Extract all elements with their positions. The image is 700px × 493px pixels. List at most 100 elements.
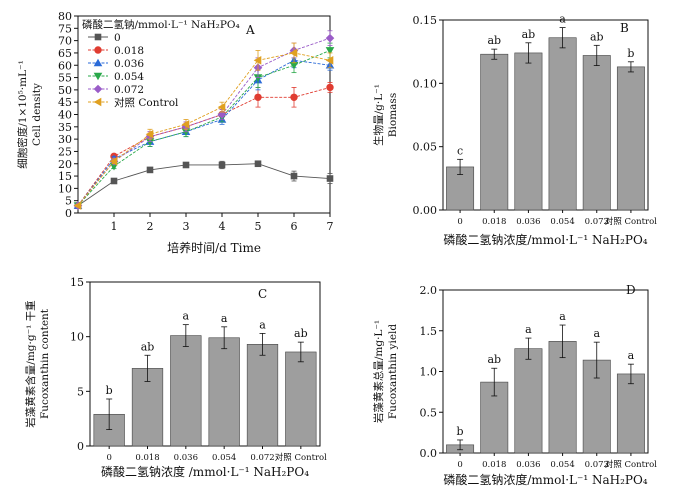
marker-square xyxy=(146,166,154,174)
y-tick-label-a: 65 xyxy=(58,47,72,60)
significance-label: b xyxy=(457,425,464,438)
x-tick-label: 0.036 xyxy=(516,460,540,470)
y-tick-label-a: 10 xyxy=(58,182,72,195)
significance-label: ab xyxy=(487,34,501,47)
y-tick-label: 1.5 xyxy=(420,325,438,338)
series-2 xyxy=(73,52,335,209)
panel-letter: D xyxy=(626,283,636,297)
marker-diamond xyxy=(325,33,335,43)
bar xyxy=(616,373,645,454)
series-line xyxy=(77,50,331,206)
legend-title: 磷酸二氢钠/mmol·L⁻¹ NaH₂PO₄ xyxy=(82,18,240,31)
marker-triangle-left xyxy=(73,201,82,210)
y-tick-label-a: 60 xyxy=(58,59,72,72)
marker-square xyxy=(254,160,262,168)
x-tick-label: 0.072 xyxy=(585,217,609,227)
significance-label: b xyxy=(106,384,113,397)
marker-square xyxy=(110,177,118,185)
x-axis-label: 磷酸二氢钠浓度/mmol·L⁻¹ NaH₂PO₄ xyxy=(443,472,647,487)
y-tick-label-a: 25 xyxy=(58,145,72,158)
legend-a: 磷酸二氢钠/mmol·L⁻¹ NaH₂PO₄00.0180.0360.0540.… xyxy=(82,18,240,109)
y-axis-label-en: Fucoxanthin yield xyxy=(387,324,399,419)
y-tick-label: 0.00 xyxy=(413,204,438,217)
marker-triangle-down xyxy=(93,72,103,81)
y-axis-label-cn: 岩藻黄素含量/mg·g⁻¹ 干重 xyxy=(24,300,37,427)
x-tick-label-a: 3 xyxy=(183,220,190,233)
y-tick-label: 2.0 xyxy=(420,284,438,297)
marker-square xyxy=(94,33,102,41)
y-axis-label-cn: 生物量/g·L⁻¹ xyxy=(372,84,385,146)
significance-label: ab xyxy=(294,327,308,340)
marker-square xyxy=(290,172,298,180)
series-line xyxy=(77,52,331,206)
x-tick-label: 0.018 xyxy=(135,453,159,463)
significance-label: a xyxy=(628,349,635,362)
marker-triangle-left xyxy=(217,102,226,112)
legend-entry: 0.054 xyxy=(114,71,144,83)
significance-label: ab xyxy=(590,30,604,43)
marker-triangle-left xyxy=(181,120,190,129)
x-tick-label: 0.054 xyxy=(550,460,574,470)
y-tick-label-a: 75 xyxy=(58,22,72,35)
x-tick-label: 0.054 xyxy=(550,217,574,227)
bar xyxy=(616,66,645,211)
marker-circle xyxy=(326,83,334,92)
marker-triangle-up xyxy=(93,58,103,67)
significance-label: a xyxy=(183,310,190,323)
marker-triangle-left xyxy=(145,129,154,139)
significance-label: ab xyxy=(487,353,501,366)
bar xyxy=(246,344,279,447)
y-tick-label-a: 20 xyxy=(58,158,72,171)
plot-frame xyxy=(89,281,321,447)
legend-entry: 0 xyxy=(114,32,121,44)
series-line xyxy=(77,86,331,206)
x-tick-label: 0.072 xyxy=(585,460,609,470)
marker-circle xyxy=(94,46,102,54)
x-tick-label: 0 xyxy=(457,217,462,227)
panel-letter-a: A xyxy=(245,23,255,37)
marker-square xyxy=(182,161,190,169)
y-axis-label-en: Biomass xyxy=(387,93,399,137)
y-tick-label-a: 15 xyxy=(58,170,72,183)
marker-circle xyxy=(290,93,298,101)
y-axis-label-cn: 岩藻黄素总量/mg·L⁻¹ xyxy=(372,320,385,423)
y-tick-label-a: 80 xyxy=(58,10,72,23)
y-tick-label-a: 5 xyxy=(65,195,72,208)
marker-triangle-left xyxy=(253,56,262,65)
marker-triangle-left xyxy=(93,97,102,107)
y-tick-label-a: 0 xyxy=(65,207,72,220)
x-tick-label: 对照 Control xyxy=(275,452,327,463)
x-tick-label: 0.036 xyxy=(516,217,540,227)
legend-entry: 对照 Control xyxy=(114,96,179,109)
legend-entry: 0.018 xyxy=(114,45,144,57)
significance-label: a xyxy=(593,327,600,340)
panel-b: 0.00 0.05 0.10 0.15 c 0 ab 0.018 ab 0.036 a 0.054 ab… xyxy=(372,13,657,247)
y-axis-label-en-a: Cell density xyxy=(31,83,43,146)
panel-d: 0.0 0.5 1.0 1.5 2.0 b 0 ab 0.018 a 0.036 a 0.054 a 0.0… xyxy=(372,283,657,487)
y-tick-label: 0.05 xyxy=(413,141,438,154)
significance-label: a xyxy=(525,323,532,336)
y-axis-label-en: Fucoxanthin content xyxy=(39,308,51,419)
x-tick-label-a: 6 xyxy=(291,220,298,233)
y-tick-label: 0 xyxy=(77,440,84,453)
y-tick-label: 0.15 xyxy=(413,14,438,27)
x-tick-label: 0.072 xyxy=(250,453,274,463)
x-tick-label-a: 4 xyxy=(219,220,226,233)
y-axis-label-cn-a: 细胞密度/1×10⁵·mL⁻¹ xyxy=(16,60,29,169)
marker-diamond xyxy=(93,84,103,94)
bar xyxy=(285,351,317,447)
marker-triangle-left xyxy=(109,156,118,166)
bar xyxy=(480,53,509,211)
y-tick-label-a: 55 xyxy=(58,72,72,85)
x-tick-label-a: 5 xyxy=(255,220,262,233)
x-tick-label: 0.018 xyxy=(482,460,506,470)
bar xyxy=(170,335,202,447)
y-tick-label-a: 30 xyxy=(58,133,72,146)
y-tick-label: 5 xyxy=(77,385,84,398)
legend-entry: 0.072 xyxy=(114,84,144,96)
significance-label: ab xyxy=(141,340,155,353)
y-tick-label-a: 50 xyxy=(58,84,72,97)
marker-triangle-down xyxy=(181,128,191,137)
marker-circle xyxy=(254,93,262,101)
